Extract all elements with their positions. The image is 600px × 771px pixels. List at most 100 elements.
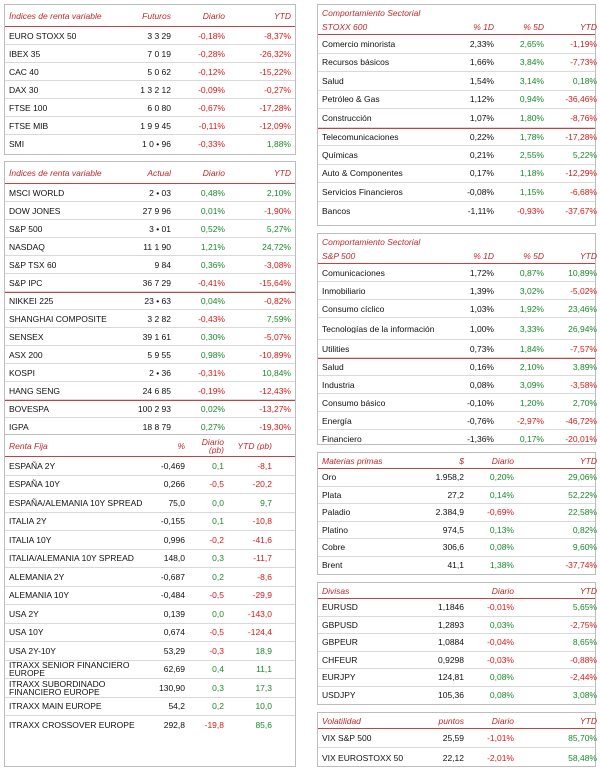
volatility-panel: Volatilidad puntos Diario YTD VIX S&P 50…: [317, 712, 597, 767]
header-label: Índices de renta variable: [9, 11, 102, 20]
row-change-daily: 1,80%: [519, 112, 544, 123]
row-value: 1,12%: [469, 94, 494, 105]
table-row: ESPAÑA 10Y 0,266 -0,5 -20,2: [5, 476, 295, 494]
futures-header: Índices de renta variable Futuros Diario…: [5, 5, 295, 27]
row-change-daily: 3,14%: [519, 75, 544, 86]
row-change-ytd: -15,22%: [259, 66, 291, 77]
row-label: VIX EUROSTOXX 50: [322, 753, 404, 762]
row-label: SMI: [9, 139, 25, 149]
row-change-ytd: 10,89%: [568, 267, 597, 278]
row-label: Consumo básico: [322, 397, 386, 408]
table-row: Tecnologías de la información 1,00% 3,33% 2…: [318, 318, 597, 340]
row-change-ytd: 2,70%: [572, 397, 597, 408]
row-label: ITRAXX SUBORDINADO FINANCIERO EUROPE: [9, 679, 106, 696]
row-value: 2 • 36: [149, 367, 171, 378]
row-change-ytd: 29,06%: [568, 472, 597, 483]
row-label: KOSPI: [9, 367, 35, 378]
table-row: USA 2Y-10Y 53,29 -0,3 18,9: [5, 642, 295, 661]
row-value: 306,6: [442, 542, 464, 553]
row-value: 6 0 80: [147, 102, 171, 113]
row-change-daily: 0,14%: [489, 489, 514, 500]
row-change-daily: -0,09%: [198, 84, 225, 95]
row-label: Salud: [322, 75, 344, 86]
row-change-ytd: 23,46%: [568, 303, 597, 314]
row-label: S&P 500: [9, 223, 43, 234]
row-change-daily: 3,33%: [519, 323, 544, 334]
commodities-rows: Oro 1.958,2 0,20% 29,06% Plata 27,2 0,14% 52,22…: [318, 469, 597, 574]
row-label: S&P TSX 60: [9, 259, 57, 270]
header-col3: YTD (pb): [237, 441, 272, 450]
table-row: IBEX 35 7 0 19 -0,28% -26,32%: [5, 45, 295, 63]
row-change-ytd: -5,02%: [570, 285, 597, 296]
row-change-ytd: 8,65%: [572, 637, 597, 648]
row-change-daily: -0,5: [209, 479, 224, 490]
row-change-daily: -0,19%: [198, 385, 225, 396]
row-value: 11 1 90: [143, 241, 171, 252]
row-change-ytd: 5,65%: [572, 602, 597, 613]
row-value: -1,36%: [467, 434, 494, 444]
row-value: 0,17%: [469, 168, 494, 179]
row-change-daily: 3,84%: [519, 57, 544, 68]
row-change-daily: -0,67%: [198, 102, 225, 113]
row-label: Paladio: [322, 507, 351, 518]
row-value: -0,08%: [467, 186, 494, 197]
row-change-daily: 2,65%: [519, 38, 544, 49]
row-value: 27 9 96: [142, 205, 171, 216]
table-row: Inmobiliario 1,39% 3,02% -5,02%: [318, 282, 597, 300]
sp500-header: S&P 500 % 1D % 5D YTD: [318, 249, 597, 264]
table-row: ASX 200 5 9 55 0,98% -10,89%: [5, 346, 295, 364]
table-row: Construcción 1,07% 1,80% -8,76%: [318, 109, 597, 128]
row-label: Servicios Financieros: [322, 186, 403, 197]
row-change-ytd: -46,72%: [565, 415, 597, 426]
row-change-daily: 1,84%: [519, 343, 544, 354]
table-row: Oro 1.958,2 0,20% 29,06%: [318, 469, 597, 487]
row-value: 0,22%: [469, 131, 494, 142]
header-col3: YTD: [580, 22, 597, 32]
row-change-ytd: -1,90%: [264, 205, 291, 216]
row-value: 0,674: [163, 627, 185, 638]
row-change-ytd: -20,01%: [565, 434, 597, 444]
row-change-ytd: 17,3: [255, 682, 272, 693]
row-value: 0,73%: [469, 343, 494, 354]
row-change-daily: -0,2: [209, 534, 224, 545]
table-row: ITRAXX CROSSOVER EUROPE 292,8 -19,8 85,6: [5, 716, 295, 735]
row-value: -0,76%: [467, 415, 494, 426]
row-change-daily: -0,28%: [198, 48, 225, 59]
futures-rows: EURO STOXX 50 3 3 29 -0,18% -8,37% IBEX 35 7 …: [5, 27, 295, 153]
table-row: DOW JONES 27 9 96 0,01% -1,90%: [5, 202, 295, 220]
fx-rows: EURUSD 1,1846 -0,01% 5,65% GBPUSD 1,2893 0,03%…: [318, 599, 597, 704]
row-value: -0,10%: [467, 397, 494, 408]
row-change-daily: 1,78%: [519, 131, 544, 142]
row-change-ytd: -37,67%: [565, 205, 597, 216]
row-change-daily: 1,38%: [489, 560, 514, 571]
header-col2: Diario: [202, 167, 225, 178]
row-value: 1 3 2 12: [140, 84, 171, 95]
row-change-daily: -0,01%: [487, 602, 514, 613]
row-change-daily: -0,18%: [198, 30, 225, 41]
row-change-daily: 0,3: [212, 682, 224, 693]
row-change-daily: 0,4: [212, 664, 224, 675]
header-label: Índices de renta variable: [9, 168, 102, 177]
commodities-header: Materias primas $ Diario YTD: [318, 453, 597, 469]
table-row: ITALIA 10Y 0,996 -0,2 -41,6: [5, 531, 295, 550]
row-label: DAX 30: [9, 84, 39, 95]
fixed-income-panel: Renta Fija % Diario (pb) YTD (pb) ESPAÑA…: [4, 434, 296, 767]
row-change-daily: 0,03%: [489, 619, 514, 630]
row-change-ytd: 5,27%: [266, 223, 291, 234]
table-row: MSCI WORLD 2 • 03 0,48% 2,10%: [5, 184, 295, 202]
row-change-ytd: -12,43%: [259, 385, 291, 396]
table-row: Comunicaciones 1,72% 0,87% 10,89%: [318, 264, 597, 282]
row-change-daily: 0,87%: [519, 267, 544, 278]
row-value: 3 • 01: [149, 223, 171, 234]
table-row: ITALIA/ALEMANIA 10Y SPREAD 148,0 0,3 -11,7: [5, 550, 295, 568]
row-value: 62,69: [163, 664, 185, 675]
row-change-ytd: -15,64%: [259, 277, 291, 288]
row-change-ytd: -3,58%: [570, 379, 597, 390]
row-value: 5 9 55: [147, 349, 171, 360]
row-value: -0,155: [160, 516, 185, 527]
row-change-ytd: -17,28%: [259, 102, 291, 113]
row-change-daily: 0,13%: [489, 524, 514, 535]
table-row: EURJPY 124,81 0,08% -2,44%: [318, 669, 597, 687]
row-label: Oro: [322, 472, 337, 483]
table-row: GBPEUR 1,0884 -0,04% 8,65%: [318, 634, 597, 652]
